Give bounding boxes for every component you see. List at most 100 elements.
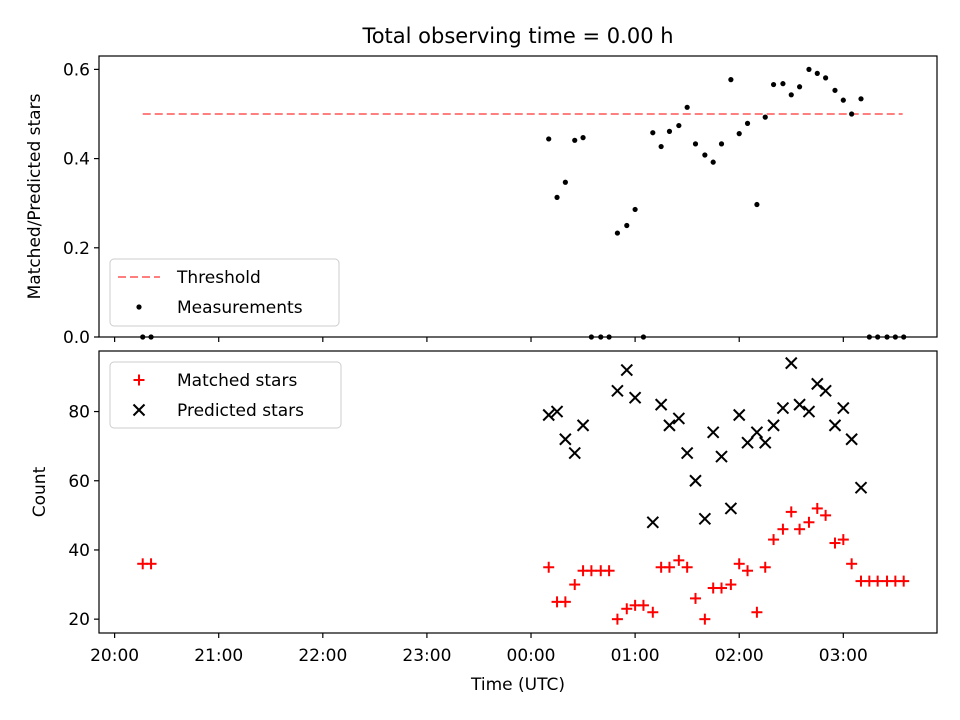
measurement-point [666,128,673,134]
matched-star-point [611,613,623,625]
predicted-star-point [845,433,858,446]
bottom-plot-area [137,356,910,625]
predicted-star-point [611,384,624,397]
matched-star-point [689,592,701,604]
matched-star-point [803,516,815,528]
matched-star-point [681,561,693,573]
measurement-point [632,206,638,213]
top-legend: Threshold Measurements [109,258,340,327]
bottom-y-tick-label: 80 [68,403,90,423]
bottom-panel: 20 40 60 80 20:00 21:00 22:00 23:00 00:00 01:00 0… [30,350,938,695]
measurement-point [728,77,734,83]
predicted-star-point [776,401,790,415]
matched-star-point [768,534,780,546]
matched-star-point [543,561,555,573]
predicted-star-point [542,408,555,422]
matched-star-point [846,558,858,570]
predicted-star-point [654,398,668,411]
measurement-point [684,104,690,110]
predicted-star-point [568,446,581,460]
matched-star-point [699,613,711,625]
predicted-star-point [672,412,686,425]
measurement-point [572,137,578,143]
matched-star-point [733,558,745,570]
top-axes-frame [98,55,938,338]
predicted-star-point [741,436,754,449]
predicted-star-point [793,398,806,411]
legend-matched-label: Matched stars [177,371,297,391]
predicted-star-point [802,405,816,418]
bottom-x-tick-label: 03:00 [819,646,868,666]
measurement-point [624,222,630,229]
predicted-star-point [620,363,633,377]
matched-star-point [145,558,157,570]
matched-star-point [751,606,763,618]
matched-star-point [820,509,832,521]
predicted-star-point [576,419,590,432]
bottom-legend: Matched stars Predicted stars [109,361,342,429]
bottom-y-tick-label: 20 [68,610,90,630]
predicted-star-point [550,405,564,418]
measurement-point [780,81,786,87]
bottom-x-tick-label: 21:00 [194,646,243,666]
predicted-star-point [854,481,868,494]
predicted-star-point [837,401,850,415]
top-y-tick-label: 0.0 [63,328,90,348]
matched-star-point [785,506,797,518]
bottom-legend-box [109,361,342,429]
measurement-point [692,141,699,147]
matched-star-point [585,565,597,577]
matched-star-point [872,575,884,587]
bottom-x-tick-label: 23:00 [402,646,451,666]
predicted-star-point [759,436,772,449]
measurement-point [806,66,812,72]
top-panel: 0.0 0.2 0.4 0.6 Matched/Predicted stars Thr… [25,55,938,348]
measurement-point [614,230,621,236]
predicted-star-point [767,419,780,432]
legend-matched-swatch [133,374,145,386]
legend-measurements-label: Measurements [177,298,303,318]
measurement-point [796,84,803,90]
bottom-axes-frame [98,350,938,634]
matched-star-point [621,603,633,615]
legend-measurements-swatch [136,304,142,310]
bottom-x-tick-label: 01:00 [611,646,660,666]
measurement-point [823,75,829,81]
matched-star-point [559,596,571,608]
bottom-x-ticks: 20:00 21:00 22:00 23:00 00:00 01:00 02:00 03:00 [90,633,868,666]
matched-star-point [725,579,737,591]
measurement-point [832,87,838,93]
measurement-point [736,131,742,137]
measurement-point [676,122,682,129]
matched-star-point [637,599,649,611]
measurement-point [554,194,560,200]
predicted-star-point [724,502,738,515]
matched-star-point [663,561,675,573]
matched-star-point [811,502,823,514]
predicted-star-point [663,419,676,432]
measurement-point [718,141,725,147]
measurement-point [770,81,777,88]
predicted-star-point [559,433,572,446]
measurement-point [849,111,855,117]
measurement-point [702,152,708,158]
measurement-point [754,201,760,208]
bottom-x-tick-label: 20:00 [90,646,139,666]
top-y-ticks: 0.0 0.2 0.4 0.6 [63,60,99,348]
matched-star-point [716,582,728,594]
bottom-y-ticks: 20 40 60 80 [68,403,99,630]
x-axis-label: Time (UTC) [470,675,565,695]
measurement-point [858,96,864,102]
top-x-ticks [114,337,844,342]
top-y-tick-label: 0.4 [63,150,90,170]
legend-predicted-swatch [132,403,146,417]
matched-star-point [673,554,685,566]
predicted-star-point [698,512,712,526]
measurement-point [840,97,846,103]
predicted-star-point [689,474,702,487]
predicted-star-point [785,356,798,370]
matched-star-point [898,575,910,587]
top-y-tick-label: 0.2 [63,239,90,259]
matched-star-point [647,606,659,618]
